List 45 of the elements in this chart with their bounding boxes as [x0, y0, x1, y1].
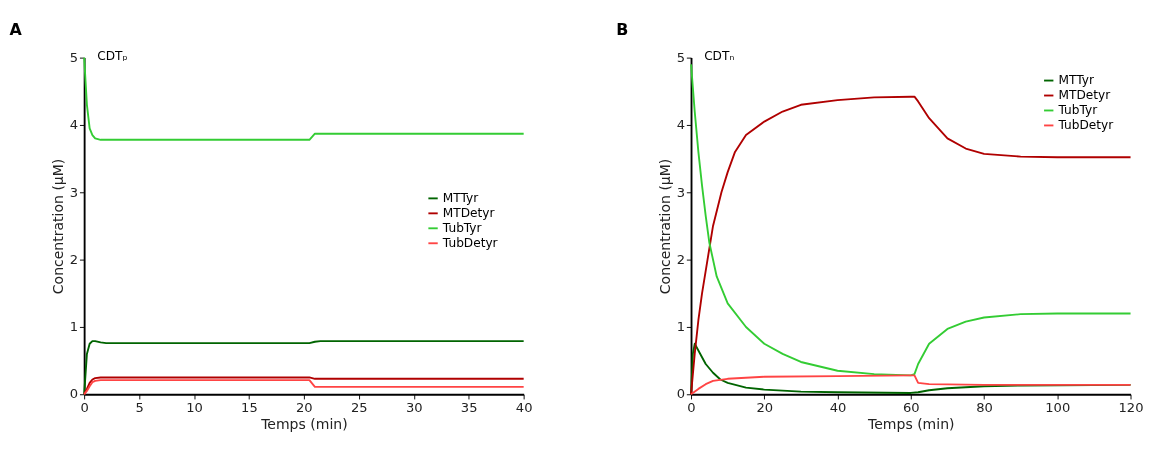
y-tick-label: 2 [69, 251, 79, 267]
x-tick-label: 0 [80, 399, 89, 415]
chart-title: B [616, 20, 629, 40]
y-tick-label: 5 [69, 49, 79, 65]
legend-label: TubTyr [1057, 103, 1098, 118]
legend-label: MTDetyr [442, 206, 495, 221]
y-tick-label: 0 [69, 386, 79, 402]
y-tick-label: 3 [676, 184, 685, 200]
chart-title: A [9, 20, 23, 40]
annotation: CDTₚ [97, 48, 128, 63]
x-tick-label: 80 [976, 399, 993, 415]
legend-label: TubDetyr [1057, 118, 1114, 133]
x-tick-label: 40 [515, 399, 533, 415]
y-tick-label: 5 [676, 49, 685, 65]
x-tick-label: 25 [350, 399, 368, 415]
x-tick-label: 60 [902, 399, 920, 415]
x-axis-title: Temps (min) [260, 416, 348, 433]
line-series [690, 63, 1132, 377]
x-tick-label: 10 [186, 399, 203, 415]
x-tick-label: 15 [241, 399, 258, 415]
y-tick-label: 4 [676, 117, 685, 133]
y-tick-label: 1 [676, 319, 685, 335]
legend-label: MTTyr [1058, 73, 1094, 88]
x-tick-label: 100 [1045, 399, 1071, 415]
y-tick-label: 2 [676, 251, 685, 267]
legend-label: TubTyr [441, 221, 482, 236]
x-tick-label: 20 [296, 399, 313, 415]
y-tick-label: 4 [69, 117, 79, 133]
x-tick-label: 40 [829, 399, 847, 415]
legend-label: MTDetyr [1058, 88, 1111, 103]
legend-label: TubDetyr [441, 236, 498, 251]
annotation: CDTₙ [704, 48, 735, 63]
x-tick-label: 20 [756, 399, 774, 415]
x-tick-label: 5 [135, 399, 144, 415]
x-axis-title: Temps (min) [867, 416, 955, 433]
x-tick-label: 35 [460, 399, 478, 415]
y-axis-title: Concentration (μM) [50, 158, 67, 295]
x-tick-label: 30 [405, 399, 423, 415]
y-tick-label: 0 [676, 386, 685, 402]
y-tick-label: 1 [69, 319, 79, 335]
x-tick-label: 120 [1118, 399, 1144, 415]
legend-label: MTTyr [442, 191, 479, 206]
y-axis-title: Concentration (μM) [657, 158, 674, 295]
y-tick-label: 3 [69, 184, 79, 200]
x-tick-label: 0 [687, 399, 696, 415]
